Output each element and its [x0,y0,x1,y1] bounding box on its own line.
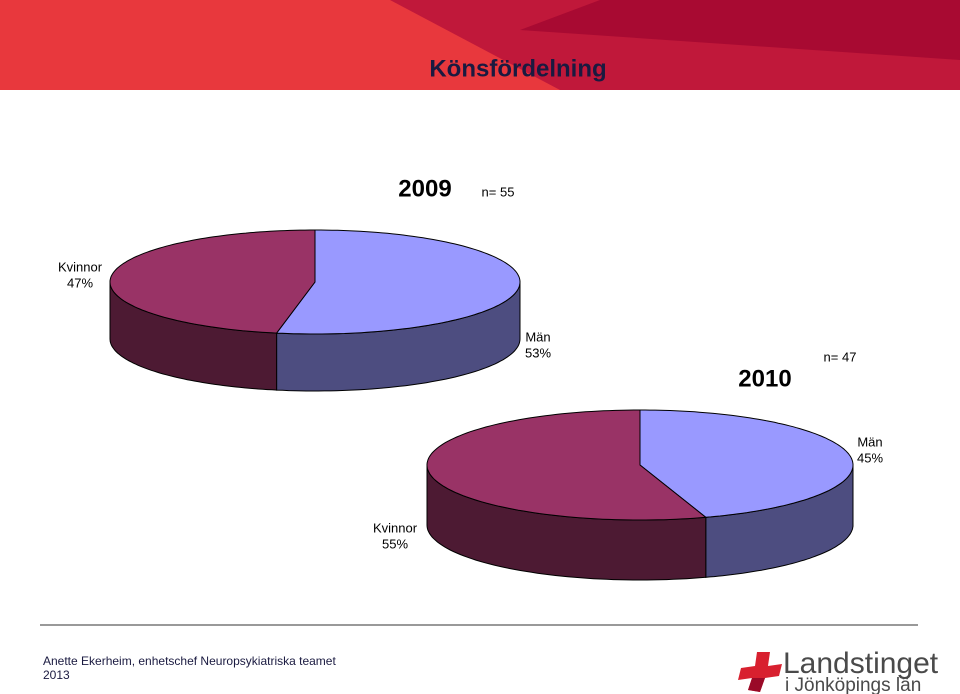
slice-category: Män [857,434,882,449]
chart-title: 2009 [398,175,451,202]
chart-subtitle: n= 55 [482,184,515,199]
chart-subtitle: n= 47 [824,349,857,364]
pie-slice [275,229,521,335]
slide-title: Könsfördelning [429,55,606,82]
pie-slice [639,409,854,518]
slice-category: Kvinnor [58,259,103,274]
logo-name: Landstinget [783,647,939,680]
slice-value-label: 45% [857,450,883,465]
slice-category: Kvinnor [373,520,418,535]
logo-region: i Jönköpings län [785,675,921,694]
logo-mark [738,652,782,692]
header-shape [520,0,960,60]
slice-category: Män [525,329,550,344]
footer-author: Anette Ekerheim, enhetschef Neuropsykiat… [43,654,336,668]
pie-slice [426,409,708,521]
pie-slice [109,229,316,334]
pie-chart [109,229,521,392]
slice-value-label: 55% [382,536,408,551]
chart-title: 2010 [738,365,791,392]
slice-value-label: 47% [67,275,93,290]
pie-chart [426,409,854,581]
footer-year: 2013 [43,668,70,682]
slice-value-label: 53% [525,345,551,360]
